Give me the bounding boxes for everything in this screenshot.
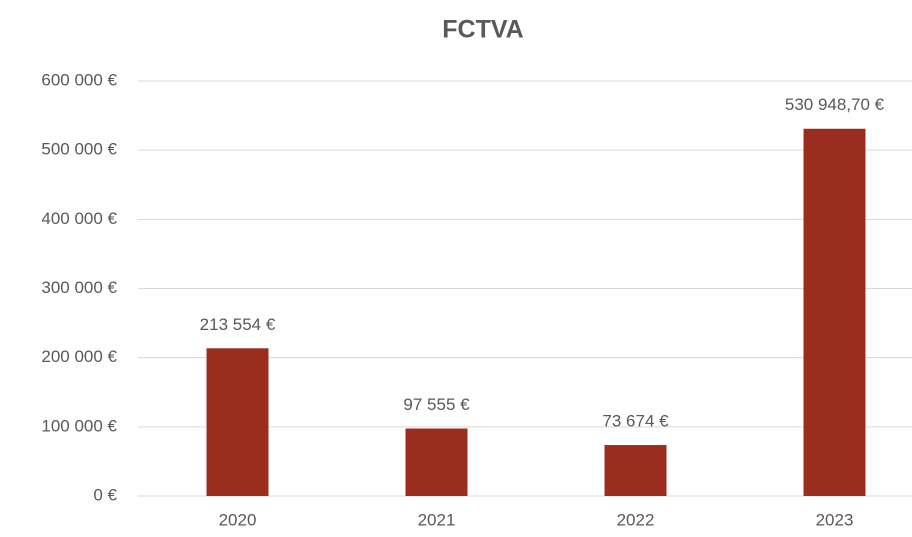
- x-tick-label: 2022: [617, 510, 655, 529]
- y-tick-label: 300 000 €: [41, 278, 117, 297]
- x-tick-label: 2020: [219, 510, 257, 529]
- y-tick-label: 400 000 €: [41, 209, 117, 228]
- x-tick-label: 2021: [418, 510, 456, 529]
- data-label: 73 674 €: [602, 412, 669, 431]
- data-label: 97 555 €: [403, 395, 470, 414]
- y-tick-label: 600 000 €: [41, 70, 117, 89]
- y-tick-label: 200 000 €: [41, 347, 117, 366]
- x-tick-label: 2023: [816, 510, 854, 529]
- data-label: 530 948,70 €: [785, 95, 885, 114]
- bar: [803, 128, 866, 496]
- y-tick-label: 500 000 €: [41, 140, 117, 159]
- bar: [405, 428, 468, 496]
- y-tick-label: 100 000 €: [41, 416, 117, 435]
- bar: [604, 445, 667, 496]
- chart-title: FCTVA: [442, 16, 523, 44]
- data-label: 213 554 €: [200, 315, 276, 334]
- bar: [206, 348, 269, 496]
- y-tick-label: 0 €: [93, 485, 117, 504]
